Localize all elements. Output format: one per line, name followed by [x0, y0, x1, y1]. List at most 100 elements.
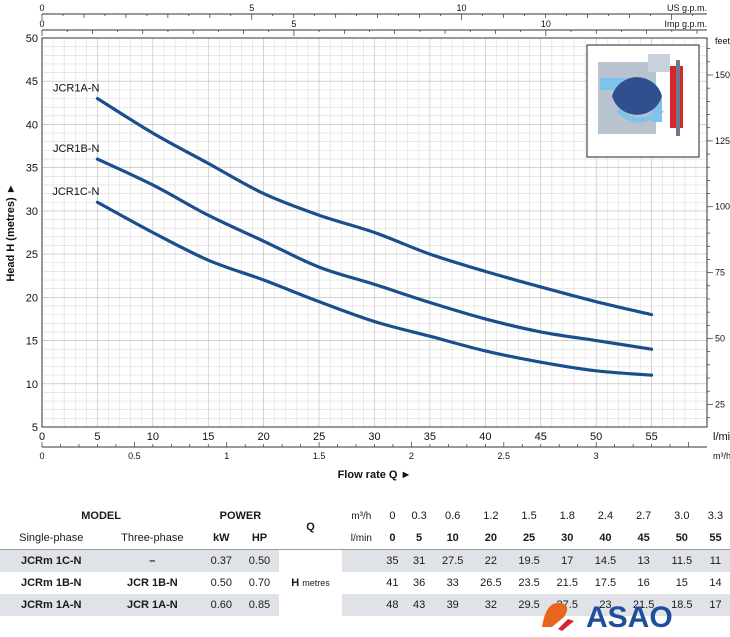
x-tick-label: 25	[313, 431, 325, 443]
table-row: JCRm 1B-N JCR 1B-N 0.50 0.70 41 36 33 26…	[0, 572, 730, 594]
y-tick-label: 35	[26, 163, 38, 175]
y-tick-label: 50	[26, 33, 38, 45]
head-cell: 32	[484, 599, 497, 611]
plot-frame	[41, 37, 708, 428]
model-header: MODEL	[81, 510, 121, 522]
head-cell: 13	[637, 555, 650, 567]
q-lmin-cell: 25	[522, 532, 536, 544]
us-gpm-unit-label: US g.p.m.	[667, 3, 707, 13]
y-tick-label: 45	[26, 76, 38, 88]
q-lmin-cell: 0	[389, 532, 396, 544]
q-m3h-cell: 2.4	[597, 510, 614, 522]
x-tick-label: 35	[424, 431, 436, 443]
head-cell: 18.5	[671, 599, 693, 611]
power-hp: 0.70	[248, 577, 271, 589]
head-cell: 29.5	[518, 599, 540, 611]
head-cell: 43	[412, 599, 426, 611]
q-lmin-cell: 5	[416, 532, 423, 544]
head-cell: 21.5	[556, 577, 578, 589]
power-kw: 0.50	[210, 577, 232, 589]
us-gpm-tick-label: 0	[39, 3, 44, 13]
y-axis-title: Head H (metres) ►	[5, 183, 17, 281]
head-cell: 31	[412, 555, 426, 567]
head-cell: 14	[709, 577, 722, 589]
h-label: H metres	[278, 549, 343, 616]
x-tick-label: 30	[368, 431, 380, 443]
m3h-unit-label: m³/h	[713, 451, 730, 461]
axes	[41, 13, 713, 448]
model-single: JCRm 1B-N	[20, 577, 82, 589]
pump-cross-section-icon	[586, 44, 700, 158]
x-tick-label: 20	[258, 431, 270, 443]
feet-tick-label: 100	[715, 202, 730, 212]
head-cell: 27.5	[441, 555, 464, 567]
feet-tick-label: 125	[715, 136, 730, 146]
head-cell: 22	[484, 555, 497, 567]
model-single: JCRm 1A-N	[20, 599, 82, 611]
feet-tick-label: 150	[715, 70, 730, 80]
head-cell: 21.5	[632, 599, 655, 611]
head-cell: 35	[386, 555, 399, 567]
q-m3h-cell: 0.3	[411, 510, 427, 522]
power-kw: 0.37	[210, 555, 232, 567]
feet-tick-label: 25	[715, 399, 725, 409]
head-cell: 33	[446, 577, 459, 589]
head-cell: 11	[709, 555, 722, 567]
x-tick-label: 40	[479, 431, 491, 443]
head-cell: 48	[386, 599, 399, 611]
head-cell: 41	[386, 577, 399, 589]
q-m3h-cell: 1.5	[521, 510, 537, 522]
imp-gpm-tick-label: 10	[541, 19, 551, 29]
q-lmin-cell: 45	[637, 532, 650, 544]
q-unit-lmin: l/min	[350, 532, 372, 544]
q-lmin-cell: 40	[599, 532, 612, 544]
table-row: JCRm 1C-N – 0.37 0.50 H metres 35 31 27.…	[0, 549, 730, 616]
m3h-tick-label: 1	[224, 451, 229, 461]
q-lmin-cell: 30	[561, 532, 574, 544]
q-lmin-cell: 10	[446, 532, 459, 544]
three-phase-header: Three-phase	[121, 532, 184, 544]
q-m3h-cell: 1.2	[483, 510, 499, 522]
y-tick-label: 30	[26, 206, 38, 218]
specification-table: MODEL POWER Q m³/h 0 0.3 0.6 1.2 1.5 1.8…	[0, 505, 730, 616]
svg-text:ASAO: ASAO	[586, 601, 673, 633]
head-cell: 23.5	[518, 577, 540, 589]
head-cell: 17	[709, 599, 722, 611]
us-gpm-tick-label: 5	[249, 3, 254, 13]
performance-curves	[95, 96, 654, 377]
x-axis-title: Flow rate Q ►	[338, 469, 412, 481]
q-m3h-cell: 0.6	[445, 510, 461, 522]
m3h-tick-label: 2	[409, 451, 414, 461]
single-phase-header: Single-phase	[19, 532, 84, 544]
head-cell: 11.5	[671, 555, 693, 567]
q-label: Q	[306, 521, 315, 533]
model-three: JCR 1B-N	[126, 577, 178, 589]
series-line-jcr1b-n	[95, 157, 654, 351]
q-m3h-cell: 3.3	[707, 510, 724, 522]
x-tick-label: 0	[39, 431, 45, 443]
head-cell: 26.5	[480, 577, 502, 589]
x-tick-label: 55	[645, 431, 657, 443]
imp-gpm-unit-label: Imp g.p.m.	[664, 19, 707, 29]
y-tick-label: 10	[26, 379, 38, 391]
series-label: JCR1C-N	[52, 186, 99, 198]
series-line-jcr1c-n	[95, 200, 654, 377]
power-kw: 0.60	[210, 599, 232, 611]
x-tick-label: 15	[202, 431, 214, 443]
us-gpm-tick-label: 10	[457, 3, 467, 13]
q-unit-m3h: m³/h	[351, 510, 372, 522]
head-cell: 15	[675, 577, 688, 589]
head-cell: 14.5	[594, 555, 617, 567]
series-line-jcr1a-n	[95, 96, 654, 317]
x-tick-label: 50	[590, 431, 602, 443]
q-m3h-cell: 1.8	[559, 510, 575, 522]
head-cell: 39	[446, 599, 459, 611]
m3h-tick-label: 0	[39, 451, 44, 461]
y-tick-label: 25	[26, 249, 38, 261]
asao-logo: ASAO	[542, 601, 673, 633]
x-tick-label: 5	[94, 431, 100, 443]
q-m3h-cell: 2.7	[635, 510, 652, 522]
head-cell: 17.5	[594, 577, 617, 589]
